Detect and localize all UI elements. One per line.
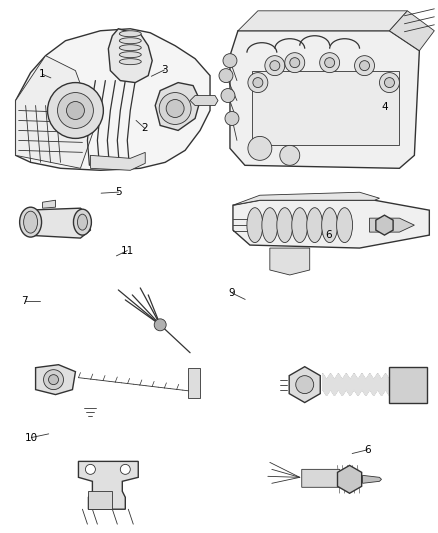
Polygon shape bbox=[190, 95, 218, 106]
Polygon shape bbox=[354, 374, 358, 395]
Polygon shape bbox=[363, 475, 381, 483]
Text: 11: 11 bbox=[121, 246, 134, 255]
Polygon shape bbox=[358, 374, 362, 395]
Ellipse shape bbox=[119, 31, 141, 37]
Ellipse shape bbox=[321, 208, 338, 243]
Polygon shape bbox=[327, 374, 331, 395]
Polygon shape bbox=[370, 218, 414, 232]
Ellipse shape bbox=[119, 38, 141, 44]
Circle shape bbox=[253, 78, 263, 87]
Circle shape bbox=[154, 319, 166, 331]
Circle shape bbox=[379, 72, 399, 93]
Polygon shape bbox=[323, 374, 327, 395]
Polygon shape bbox=[16, 29, 210, 171]
Polygon shape bbox=[350, 374, 354, 395]
Polygon shape bbox=[335, 374, 339, 395]
Ellipse shape bbox=[307, 208, 323, 243]
Circle shape bbox=[159, 93, 191, 124]
Text: 6: 6 bbox=[325, 230, 332, 240]
Circle shape bbox=[67, 101, 85, 119]
Circle shape bbox=[280, 146, 300, 165]
Ellipse shape bbox=[119, 52, 141, 58]
Circle shape bbox=[285, 53, 305, 72]
Bar bbox=[389, 367, 427, 402]
Polygon shape bbox=[16, 55, 95, 168]
Polygon shape bbox=[155, 83, 200, 131]
Polygon shape bbox=[331, 374, 335, 395]
Polygon shape bbox=[35, 365, 75, 394]
Text: 9: 9 bbox=[229, 288, 235, 298]
Polygon shape bbox=[346, 374, 350, 395]
Polygon shape bbox=[302, 470, 345, 487]
Circle shape bbox=[320, 53, 339, 72]
Ellipse shape bbox=[78, 214, 88, 230]
Circle shape bbox=[270, 61, 280, 71]
Ellipse shape bbox=[20, 207, 42, 237]
Polygon shape bbox=[370, 374, 374, 395]
Text: 3: 3 bbox=[161, 65, 168, 75]
Polygon shape bbox=[233, 200, 429, 248]
Polygon shape bbox=[233, 192, 379, 205]
Polygon shape bbox=[78, 462, 138, 509]
Ellipse shape bbox=[277, 208, 293, 243]
Ellipse shape bbox=[74, 209, 92, 235]
Ellipse shape bbox=[119, 59, 141, 64]
Circle shape bbox=[49, 375, 59, 385]
Circle shape bbox=[120, 464, 130, 474]
Circle shape bbox=[248, 72, 268, 93]
Circle shape bbox=[265, 55, 285, 76]
Circle shape bbox=[355, 55, 374, 76]
Polygon shape bbox=[108, 29, 152, 83]
Ellipse shape bbox=[24, 211, 38, 233]
Text: 2: 2 bbox=[141, 123, 148, 133]
Ellipse shape bbox=[247, 208, 263, 243]
Polygon shape bbox=[188, 368, 200, 398]
Polygon shape bbox=[378, 374, 381, 395]
Circle shape bbox=[221, 88, 235, 102]
Ellipse shape bbox=[292, 208, 308, 243]
Polygon shape bbox=[289, 367, 320, 402]
Circle shape bbox=[43, 370, 64, 390]
Circle shape bbox=[48, 83, 103, 139]
Circle shape bbox=[223, 54, 237, 68]
Polygon shape bbox=[389, 11, 434, 51]
Polygon shape bbox=[385, 374, 389, 395]
Circle shape bbox=[57, 93, 93, 128]
Circle shape bbox=[166, 100, 184, 117]
Circle shape bbox=[325, 58, 335, 68]
Text: 7: 7 bbox=[21, 296, 28, 306]
Circle shape bbox=[225, 111, 239, 125]
Ellipse shape bbox=[337, 208, 353, 243]
Ellipse shape bbox=[262, 208, 278, 243]
Polygon shape bbox=[230, 31, 419, 168]
Polygon shape bbox=[238, 11, 407, 31]
Circle shape bbox=[385, 78, 395, 87]
Circle shape bbox=[219, 69, 233, 83]
Ellipse shape bbox=[119, 45, 141, 51]
Polygon shape bbox=[42, 200, 56, 208]
Text: 1: 1 bbox=[39, 69, 46, 79]
Circle shape bbox=[248, 136, 272, 160]
Polygon shape bbox=[381, 374, 385, 395]
Polygon shape bbox=[376, 215, 393, 235]
Circle shape bbox=[85, 464, 95, 474]
Bar bbox=[88, 491, 112, 509]
Polygon shape bbox=[366, 374, 370, 395]
Circle shape bbox=[360, 61, 370, 71]
Polygon shape bbox=[270, 248, 310, 275]
Text: 6: 6 bbox=[364, 445, 371, 455]
Text: 4: 4 bbox=[381, 102, 388, 112]
Polygon shape bbox=[25, 208, 90, 238]
Circle shape bbox=[296, 376, 314, 393]
Polygon shape bbox=[374, 374, 378, 395]
Polygon shape bbox=[343, 374, 346, 395]
Polygon shape bbox=[338, 465, 362, 493]
Circle shape bbox=[290, 58, 300, 68]
Bar bbox=[252, 71, 399, 146]
Polygon shape bbox=[339, 374, 343, 395]
Polygon shape bbox=[362, 374, 366, 395]
Polygon shape bbox=[90, 152, 145, 171]
Text: 5: 5 bbox=[115, 187, 122, 197]
Text: 10: 10 bbox=[25, 433, 38, 442]
